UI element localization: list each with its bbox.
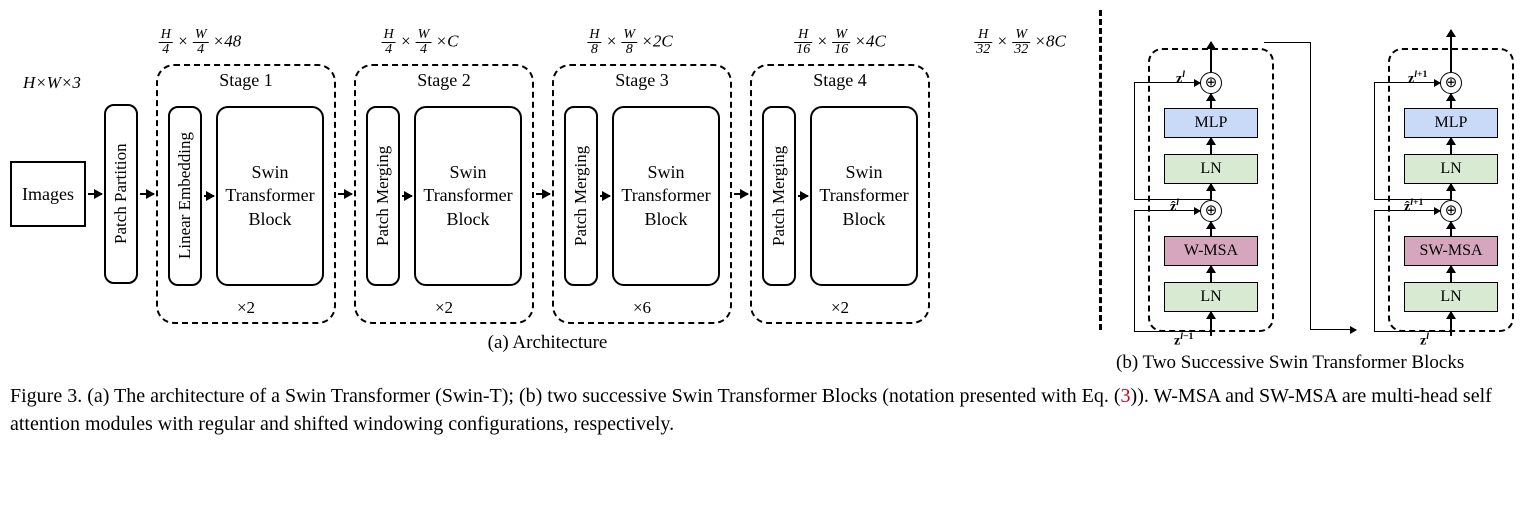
caption-b: (b) Two Successive Swin Transformer Bloc… bbox=[1116, 352, 1531, 374]
figure-caption: Figure 3. (a) The architecture of a Swin… bbox=[10, 382, 1521, 438]
stage1-dim: H4 × W4 ×48 bbox=[159, 28, 242, 57]
residual-add-icon: ⊕ bbox=[1440, 200, 1462, 222]
vertical-divider bbox=[1099, 10, 1102, 330]
up-arrow-icon bbox=[1210, 94, 1212, 108]
up-arrow-icon bbox=[1210, 312, 1212, 336]
up-arrow-icon bbox=[1210, 266, 1212, 282]
skip-connection bbox=[1134, 82, 1200, 83]
stage-label: Stage 2 bbox=[417, 70, 471, 91]
ln-block: LN bbox=[1404, 282, 1498, 312]
skip-connection bbox=[1374, 211, 1398, 332]
up-arrow-icon bbox=[1450, 30, 1452, 72]
architecture-row: H×W×3 H4 × W4 ×48 H4 × W4 ×C H8 × W8 ×2C… bbox=[10, 10, 1085, 330]
swin-block: SwinTransformerBlock bbox=[216, 106, 324, 286]
blocks-row: zl−1 LN W-MSA ⊕ ẑl LN MLP ⊕ zl bbox=[1116, 10, 1531, 350]
arrow-icon bbox=[204, 195, 214, 197]
arrow-icon bbox=[734, 193, 748, 195]
stage-1: Stage 1 Linear Embedding SwinTransformer… bbox=[156, 64, 336, 324]
multiplier: ×2 bbox=[435, 298, 453, 318]
up-arrow-icon bbox=[1450, 266, 1452, 282]
z-label-mid: ẑl bbox=[1170, 197, 1179, 216]
caption-a: (a) Architecture bbox=[10, 332, 1085, 354]
residual-add-icon: ⊕ bbox=[1440, 72, 1462, 94]
stage-3: Stage 3 Patch Merging SwinTransformerBlo… bbox=[552, 64, 732, 324]
arrow-icon bbox=[798, 195, 808, 197]
skip-connection bbox=[1134, 331, 1212, 332]
swmsa-block: SW-MSA bbox=[1404, 236, 1498, 266]
swin-block: SwinTransformerBlock bbox=[810, 106, 918, 286]
dimension-labels: H×W×3 H4 × W4 ×48 H4 × W4 ×C H8 × W8 ×2C… bbox=[10, 28, 1085, 58]
patch-merging-box: Patch Merging bbox=[564, 106, 598, 286]
up-arrow-icon bbox=[1210, 42, 1212, 72]
arrow-icon bbox=[536, 193, 550, 195]
up-arrow-icon bbox=[1210, 138, 1212, 154]
arrow-icon bbox=[402, 195, 412, 197]
skip-connection bbox=[1134, 210, 1200, 211]
multiplier: ×2 bbox=[831, 298, 849, 318]
multiplier: ×2 bbox=[237, 298, 255, 318]
residual-add-icon: ⊕ bbox=[1200, 72, 1222, 94]
input-images-box: Images bbox=[10, 161, 86, 227]
up-arrow-icon bbox=[1450, 94, 1452, 108]
z-label-in: zl−1 bbox=[1174, 331, 1193, 350]
architecture-panel: H×W×3 H4 × W4 ×48 H4 × W4 ×C H8 × W8 ×2C… bbox=[10, 10, 1085, 354]
up-arrow-icon bbox=[1210, 222, 1212, 236]
skip-connection bbox=[1134, 211, 1158, 332]
skip-connection bbox=[1134, 83, 1158, 200]
stage-label: Stage 1 bbox=[219, 70, 273, 91]
z-label-in: zl bbox=[1420, 331, 1429, 350]
skip-connection bbox=[1134, 199, 1212, 200]
ln-block: LN bbox=[1404, 154, 1498, 184]
figure-3: H×W×3 H4 × W4 ×48 H4 × W4 ×C H8 × W8 ×2C… bbox=[10, 10, 1521, 374]
mlp-block: MLP bbox=[1164, 108, 1258, 138]
skip-connection bbox=[1374, 82, 1440, 83]
stage3-dim: H8 × W8 ×2C bbox=[587, 28, 672, 57]
swin-block: SwinTransformerBlock bbox=[414, 106, 522, 286]
swin-block: SwinTransformerBlock bbox=[612, 106, 720, 286]
skip-connection bbox=[1374, 199, 1452, 200]
arrow-icon bbox=[140, 193, 154, 195]
z-label-out: zl+1 bbox=[1408, 69, 1427, 88]
wmsa-block: W-MSA bbox=[1164, 236, 1258, 266]
up-arrow-icon bbox=[1450, 222, 1452, 236]
up-arrow-icon bbox=[1210, 184, 1212, 200]
patch-partition-box: Patch Partition bbox=[104, 104, 138, 284]
eq-ref: 3 bbox=[1121, 385, 1131, 407]
arrow-icon bbox=[88, 193, 102, 195]
input-dim: H×W×3 bbox=[23, 73, 81, 93]
mlp-block: MLP bbox=[1404, 108, 1498, 138]
stage-label: Stage 3 bbox=[615, 70, 669, 91]
stage-2: Stage 2 Patch Merging SwinTransformerBlo… bbox=[354, 64, 534, 324]
patch-merging-box: Patch Merging bbox=[366, 106, 400, 286]
residual-add-icon: ⊕ bbox=[1200, 200, 1222, 222]
up-arrow-icon bbox=[1450, 138, 1452, 154]
patch-merging-box: Patch Merging bbox=[762, 106, 796, 286]
ln-block: LN bbox=[1164, 282, 1258, 312]
block-right: zl LN SW-MSA ⊕ ẑl+1 LN MLP ⊕ zl+1 bbox=[1376, 20, 1526, 350]
linear-embedding-box: Linear Embedding bbox=[168, 106, 202, 286]
z-label-mid: ẑl+1 bbox=[1404, 197, 1423, 216]
stage-label: Stage 4 bbox=[813, 70, 867, 91]
tail-dim: H32 × W32 ×8C bbox=[974, 28, 1066, 57]
arrow-icon bbox=[600, 195, 610, 197]
up-arrow-icon bbox=[1450, 184, 1452, 200]
up-arrow-icon bbox=[1450, 312, 1452, 336]
z-label-out: zl bbox=[1176, 69, 1185, 88]
skip-connection bbox=[1374, 83, 1398, 200]
skip-connection bbox=[1374, 210, 1440, 211]
arrow-icon bbox=[338, 193, 352, 195]
multiplier: ×6 bbox=[633, 298, 651, 318]
stage-4: Stage 4 Patch Merging SwinTransformerBlo… bbox=[750, 64, 930, 324]
stage4-dim: H16 × W16 ×4C bbox=[794, 28, 886, 57]
skip-connection bbox=[1374, 331, 1452, 332]
blocks-panel: zl−1 LN W-MSA ⊕ ẑl LN MLP ⊕ zl bbox=[1116, 10, 1531, 374]
stage2-dim: H4 × W4 ×C bbox=[382, 28, 459, 57]
block-left: zl−1 LN W-MSA ⊕ ẑl LN MLP ⊕ zl bbox=[1136, 20, 1286, 350]
ln-block: LN bbox=[1164, 154, 1258, 184]
